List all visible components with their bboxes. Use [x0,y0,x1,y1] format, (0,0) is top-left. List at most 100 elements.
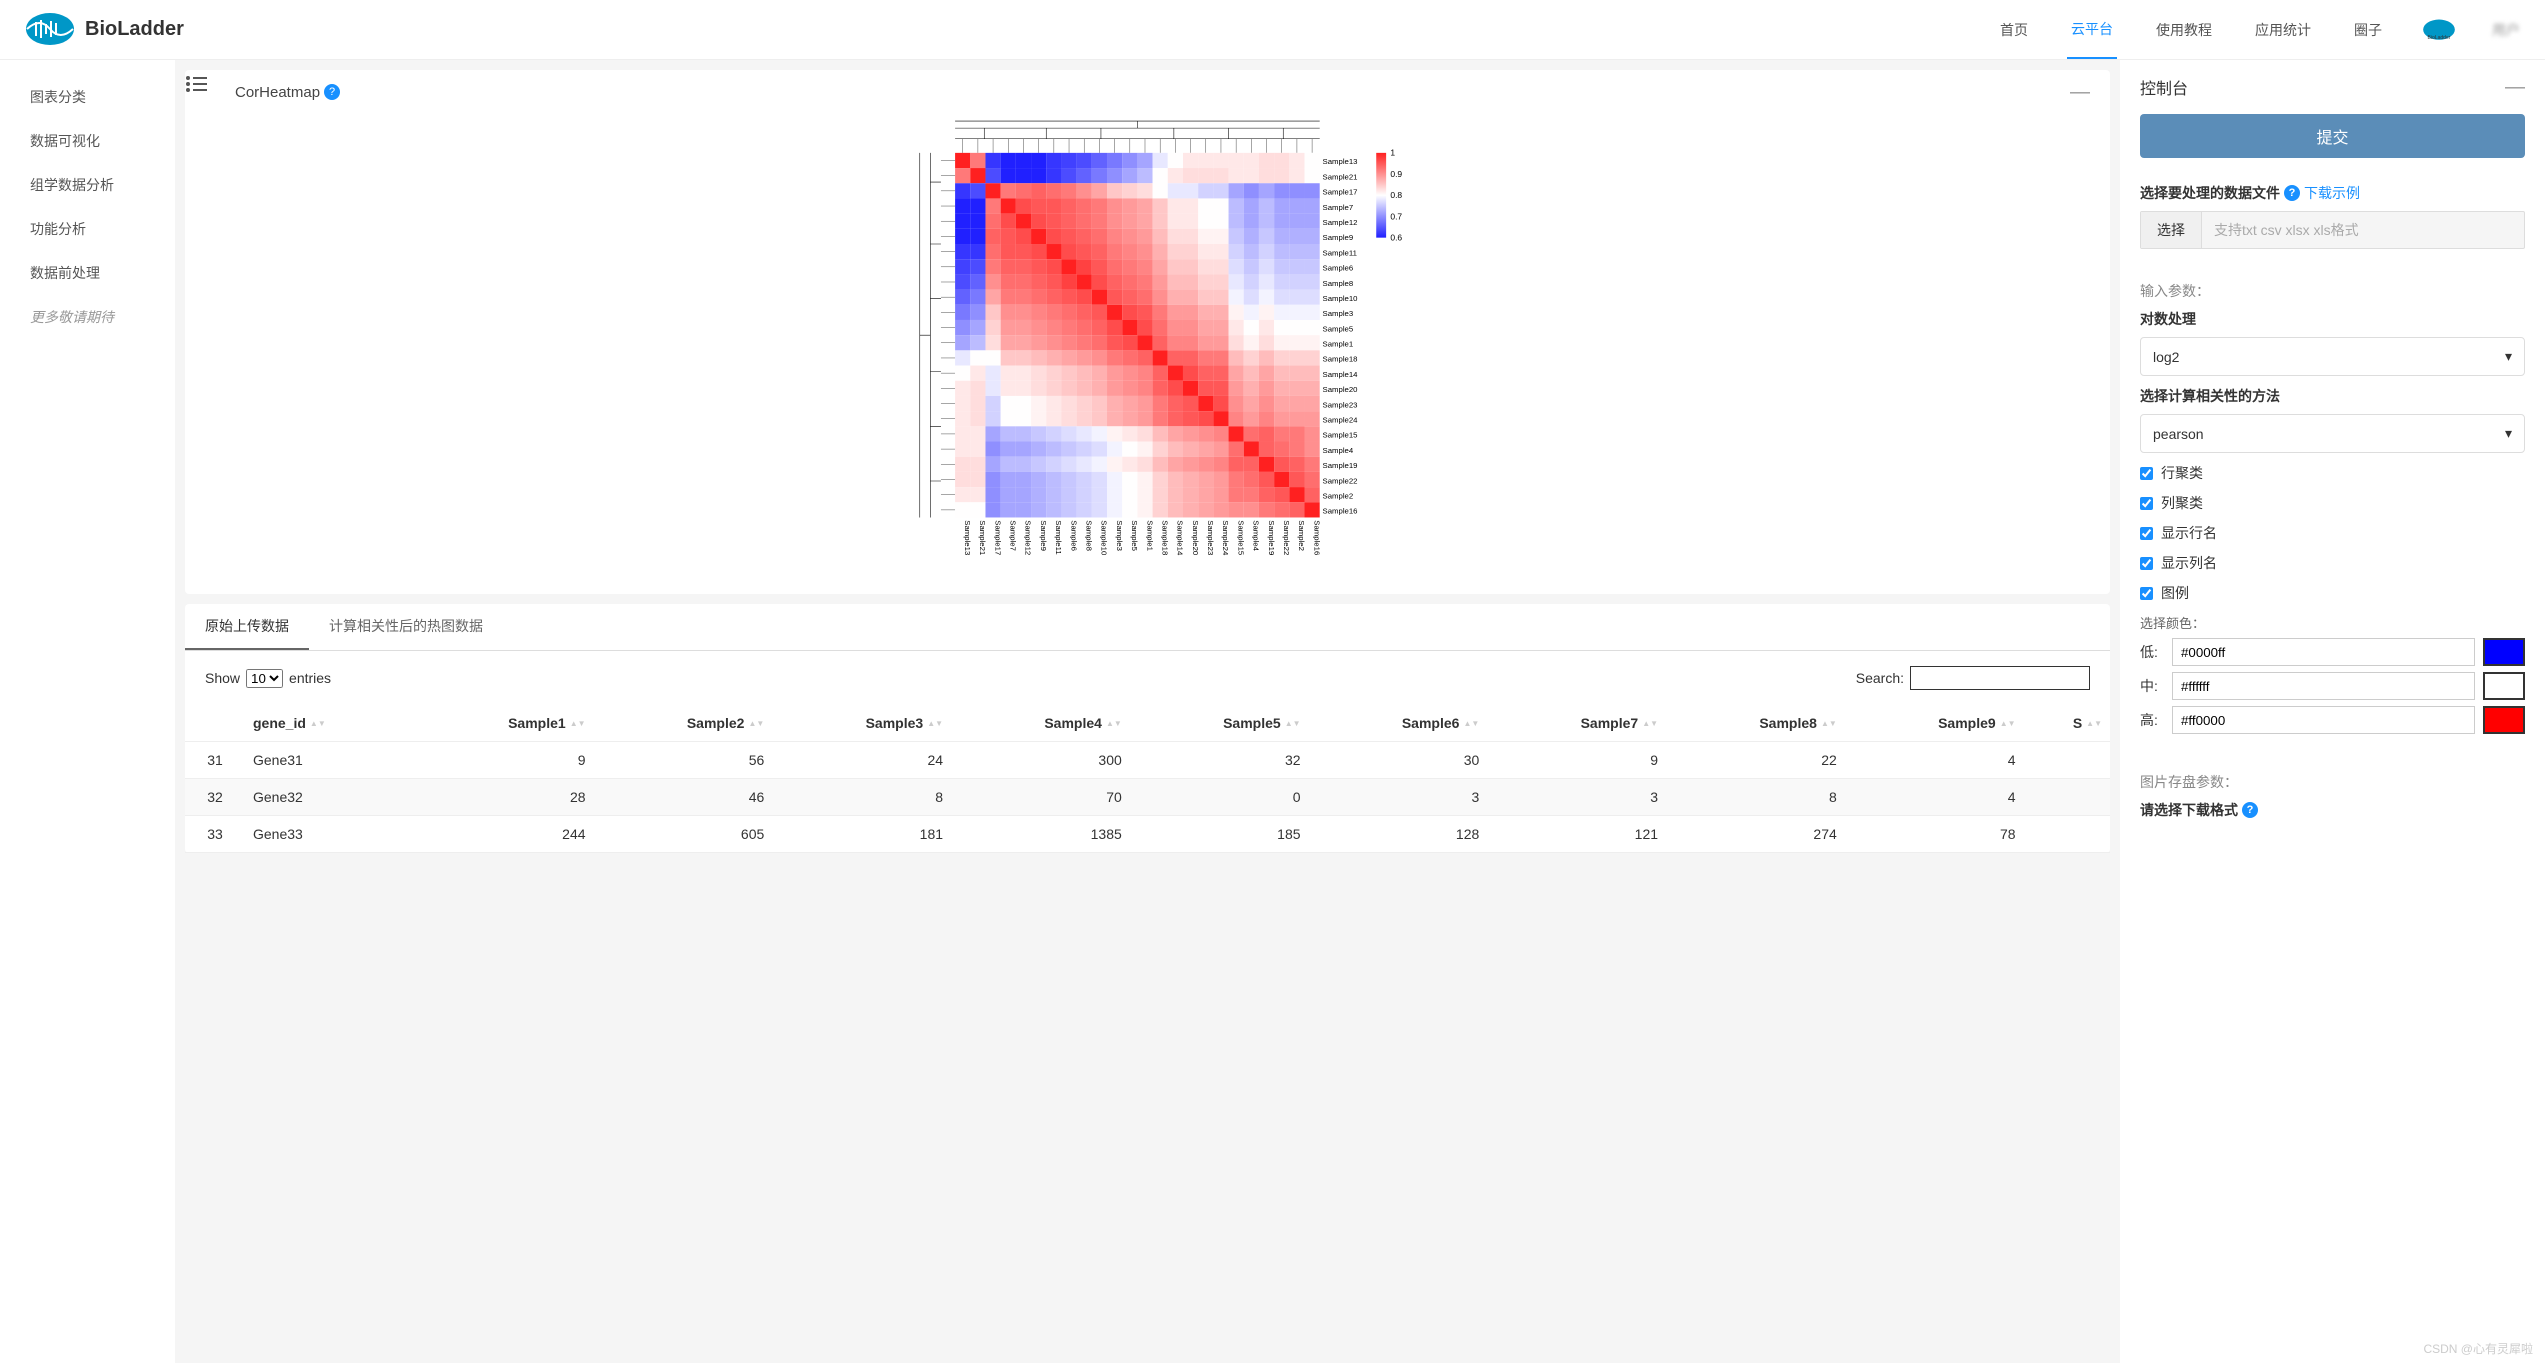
svg-text:Sample22: Sample22 [1322,476,1357,485]
control-panel: 控制台 — 提交 选择要处理的数据文件 ? 下载示例 选择 支持txt csv … [2120,60,2545,1363]
color-low-swatch[interactable] [2483,638,2525,666]
svg-text:Sample9: Sample9 [1322,233,1353,242]
column-header[interactable]: S▲▼ [2024,705,2110,742]
checkbox-label: 显示行名 [2161,523,2217,543]
data-tabs: 原始上传数据计算相关性后的热图数据 [185,604,2110,651]
download-format-label: 请选择下载格式 ? [2140,800,2525,820]
nav-item-2[interactable]: 使用教程 [2152,2,2216,58]
search-label: Search: [1856,670,1904,686]
color-section-label: 选择颜色： [2140,613,2525,632]
method-value: pearson [2153,426,2204,442]
svg-text:Sample24: Sample24 [1322,416,1358,425]
svg-text:Sample15: Sample15 [1322,431,1357,440]
color-high-swatch[interactable] [2483,706,2525,734]
tab-1[interactable]: 计算相关性后的热图数据 [309,604,503,650]
checkbox-2[interactable] [2140,527,2153,540]
method-select[interactable]: pearson ▾ [2140,414,2525,453]
download-example-link[interactable]: 下载示例 [2304,183,2360,203]
sidebar-item-2[interactable]: 组学数据分析 [0,163,175,207]
column-header[interactable]: Sample5▲▼ [1130,705,1309,742]
checkbox-label: 显示列名 [2161,553,2217,573]
svg-text:1: 1 [1390,148,1395,158]
control-title: 控制台 [2140,75,2188,99]
column-header[interactable]: Sample4▲▼ [951,705,1130,742]
checkbox-0[interactable] [2140,467,2153,480]
svg-text:Sample17: Sample17 [1322,188,1357,197]
nav-item-4[interactable]: 圈子 [2350,2,2386,58]
svg-text:Sample2: Sample2 [1322,491,1353,500]
list-toggle-icon[interactable] [185,75,207,93]
control-collapse[interactable]: — [2505,77,2525,97]
method-label: 选择计算相关性的方法 [2140,386,2525,406]
help-icon[interactable]: ? [2284,185,2300,201]
collapse-button[interactable]: — [2070,82,2090,102]
column-header[interactable]: Sample3▲▼ [772,705,951,742]
sidebar: 图表分类数据可视化组学数据分析功能分析数据前处理更多敬请期待 [0,60,175,1363]
table-row: 32Gene32284687003384 [185,779,2110,816]
column-header[interactable]: Sample6▲▼ [1309,705,1488,742]
nav-item-3[interactable]: 应用统计 [2251,2,2315,58]
color-high-input[interactable] [2172,706,2475,734]
column-header[interactable]: Sample8▲▼ [1666,705,1845,742]
svg-text:Sample7: Sample7 [1322,203,1353,212]
logo-text: BioLadder [85,18,184,41]
svg-text:Sample21: Sample21 [1322,172,1357,181]
submit-button[interactable]: 提交 [2140,114,2525,158]
help-icon[interactable]: ? [2242,802,2258,818]
color-high-label: 高: [2140,710,2164,730]
color-mid-input[interactable] [2172,672,2475,700]
column-header[interactable]: Sample7▲▼ [1487,705,1666,742]
nav-item-1[interactable]: 云平台 [2067,1,2117,59]
nav-item-0[interactable]: 首页 [1996,2,2032,58]
logo[interactable]: BioLadder [25,12,184,47]
color-low-label: 低: [2140,642,2164,662]
log-label: 对数处理 [2140,309,2525,329]
sidebar-item-4[interactable]: 数据前处理 [0,251,175,295]
chevron-down-icon: ▾ [2505,425,2512,442]
search-input[interactable] [1910,666,2090,690]
checkbox-label: 行聚类 [2161,463,2203,483]
checkbox-3[interactable] [2140,557,2153,570]
svg-text:Sample5: Sample5 [1322,324,1353,333]
color-mid-swatch[interactable] [2483,672,2525,700]
svg-text:Sample3: Sample3 [1114,520,1123,551]
sidebar-item-3[interactable]: 功能分析 [0,207,175,251]
svg-text:Sample4: Sample4 [1251,520,1260,551]
logo-icon [25,12,75,47]
sidebar-item-5[interactable]: 更多敬请期待 [0,295,175,339]
save-params-heading: 图片存盘参数： [2140,772,2525,792]
sidebar-item-0[interactable]: 图表分类 [0,75,175,119]
chevron-down-icon: ▾ [2505,348,2512,365]
column-header[interactable]: Sample2▲▼ [594,705,773,742]
tab-0[interactable]: 原始上传数据 [185,604,309,650]
checkbox-1[interactable] [2140,497,2153,510]
input-params-heading: 输入参数： [2140,281,2525,301]
svg-text:Sample7: Sample7 [1008,520,1017,551]
column-header[interactable]: Sample1▲▼ [415,705,594,742]
page-size-select[interactable]: 10 [246,669,283,688]
svg-text:Sample16: Sample16 [1312,520,1321,555]
log-select[interactable]: log2 ▾ [2140,337,2525,376]
checkbox-label: 列聚类 [2161,493,2203,513]
user-name: 用户 [2492,20,2520,40]
topbar: BioLadder 首页云平台使用教程应用统计圈子 BioLadder 用户 [0,0,2545,60]
svg-text:Sample24: Sample24 [1221,520,1230,556]
sidebar-item-1[interactable]: 数据可视化 [0,119,175,163]
svg-text:Sample18: Sample18 [1322,355,1357,364]
help-icon[interactable]: ? [324,84,340,100]
svg-text:Sample11: Sample11 [1054,520,1063,554]
checkbox-4[interactable] [2140,587,2153,600]
column-header[interactable]: gene_id▲▼ [245,705,415,742]
column-header[interactable] [185,705,245,742]
svg-text:Sample8: Sample8 [1084,520,1093,551]
svg-text:0.6: 0.6 [1390,232,1402,242]
heatmap: Sample13Sample21Sample17Sample7Sample12S… [738,114,1558,574]
file-select-button[interactable]: 选择 [2141,212,2202,248]
user-avatar[interactable]: BioLadder [2421,12,2457,48]
color-low-input[interactable] [2172,638,2475,666]
svg-text:BioLadder: BioLadder [2428,35,2451,41]
table-row: 31Gene319562430032309224 [185,742,2110,779]
column-header[interactable]: Sample9▲▼ [1845,705,2024,742]
svg-text:Sample3: Sample3 [1322,309,1353,318]
color-mid-label: 中: [2140,676,2164,696]
